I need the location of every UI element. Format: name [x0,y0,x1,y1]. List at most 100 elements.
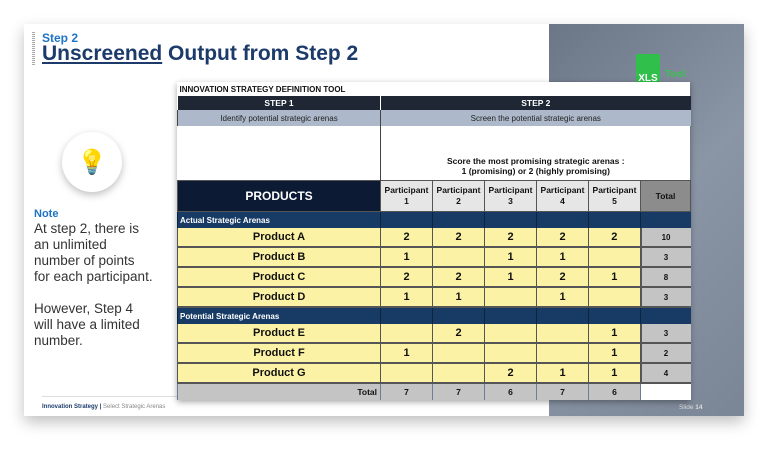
row-total: 3 [639,287,691,308]
section-label: Potential Strategic Arenas [177,307,381,324]
score-cell: 1 [484,247,537,268]
column-total: 7 [536,383,589,400]
participant-header: Participant 2 [432,180,485,212]
row-total: 3 [639,324,691,344]
participant-header: Participant 3 [484,180,537,212]
step1-header: STEP 1 [177,96,381,110]
section-row: Potential Strategic Arenas [177,307,691,324]
row-total: 2 [639,343,691,364]
score-cell: 1 [536,363,589,384]
score-cell: 1 [536,287,589,308]
note-label: Note [34,208,59,220]
section-cell [536,307,589,324]
score-cell: 1 [380,343,433,364]
column-total: 7 [380,383,433,400]
page-title: Unscreened Output from Step 2 [42,42,358,66]
title-accent-bar [32,32,35,66]
step1-subtitle: Identify potential strategic arenas [177,110,381,126]
section-cell [484,307,537,324]
product-name: Product F [177,343,381,364]
row-total: 3 [639,247,691,268]
section-label: Actual Strategic Arenas [177,211,381,228]
score-cell: 2 [484,228,537,248]
score-cell: 1 [588,363,641,384]
note-text: At step 2, there is an unlimited number … [34,221,154,349]
score-cell: 2 [536,228,589,248]
product-name: Product D [177,287,381,308]
score-cell: 1 [588,324,641,344]
score-cell: 1 [536,247,589,268]
product-name: Product G [177,363,381,384]
score-cell: 1 [380,287,433,308]
instruction-line: 1 (promising) or 2 (highly promising) [461,166,610,176]
step2-subtitle: Screen the potential strategic arenas [379,110,691,126]
column-total: 7 [432,383,485,400]
slide-number: Slide 14 [679,404,703,411]
footer: Innovation Strategy | Select Strategic A… [42,404,165,410]
instruction: Score the most promising strategic arena… [381,126,691,181]
product-name: Product C [177,267,381,288]
score-cell: 2 [380,228,433,248]
section-cell [380,307,433,324]
innovation-strategy-table: INNOVATION STRATEGY DEFINITION TOOL STEP… [177,82,692,400]
score-cell: 2 [536,267,589,288]
score-cell: 2 [432,324,485,344]
section-cell [639,211,691,228]
product-name: Product B [177,247,381,268]
products-header: PRODUCTS [177,180,381,212]
score-cell [380,324,433,344]
score-cell: 2 [432,267,485,288]
section-cell [588,307,641,324]
row-total: 10 [639,228,691,248]
score-cell [588,287,641,308]
section-row: Actual Strategic Arenas [177,211,691,228]
score-cell: 1 [588,267,641,288]
instruction-line: Score the most promising strategic arena… [446,156,625,166]
product-name: Product A [177,228,381,248]
table-title: INNOVATION STRATEGY DEFINITION TOOL [179,84,346,94]
score-cell [432,247,485,268]
slide: Step 2 Unscreened Output from Step 2 XLS… [24,24,744,416]
column-total: 6 [588,383,641,400]
step2-header: STEP 2 [379,96,691,110]
step-label: Step 2 [42,31,79,45]
section-cell [588,211,641,228]
score-cell [432,363,485,384]
section-cell [536,211,589,228]
score-cell: 2 [588,228,641,248]
table-row: Product A 2 2 2 2 2 10 [177,228,691,248]
slide-number-value: 14 [695,404,703,411]
total-header: Total [639,180,692,212]
slide-label: Slide [679,404,696,411]
section-cell [432,211,485,228]
footer-title: Innovation Strategy | [42,404,102,410]
xls-label: XLS [638,73,658,84]
product-name: Product E [177,324,381,344]
section-cell [484,211,537,228]
participant-header: Participant 4 [536,180,589,212]
section-cell [380,211,433,228]
score-cell [536,343,589,364]
tool-label: Tool [665,69,686,80]
title-underlined: Unscreened [42,42,163,65]
row-total: 8 [639,267,691,288]
note-paragraph: At step 2, there is an unlimited number … [34,221,153,284]
totals-row: Total 7 7 6 7 6 [177,383,691,400]
total-label: Total [177,383,381,400]
score-cell [432,343,485,364]
participant-header: Participant 5 [588,180,641,212]
row-total: 4 [639,363,691,384]
score-cell [484,287,537,308]
column-total: 6 [484,383,537,400]
score-cell [484,343,537,364]
score-cell [484,324,537,344]
score-cell [380,363,433,384]
note-paragraph: However, Step 4 will have a limited numb… [34,301,140,348]
score-cell [536,324,589,344]
xls-file-icon: XLS [636,54,660,86]
title-rest: Output from Step 2 [162,42,359,65]
